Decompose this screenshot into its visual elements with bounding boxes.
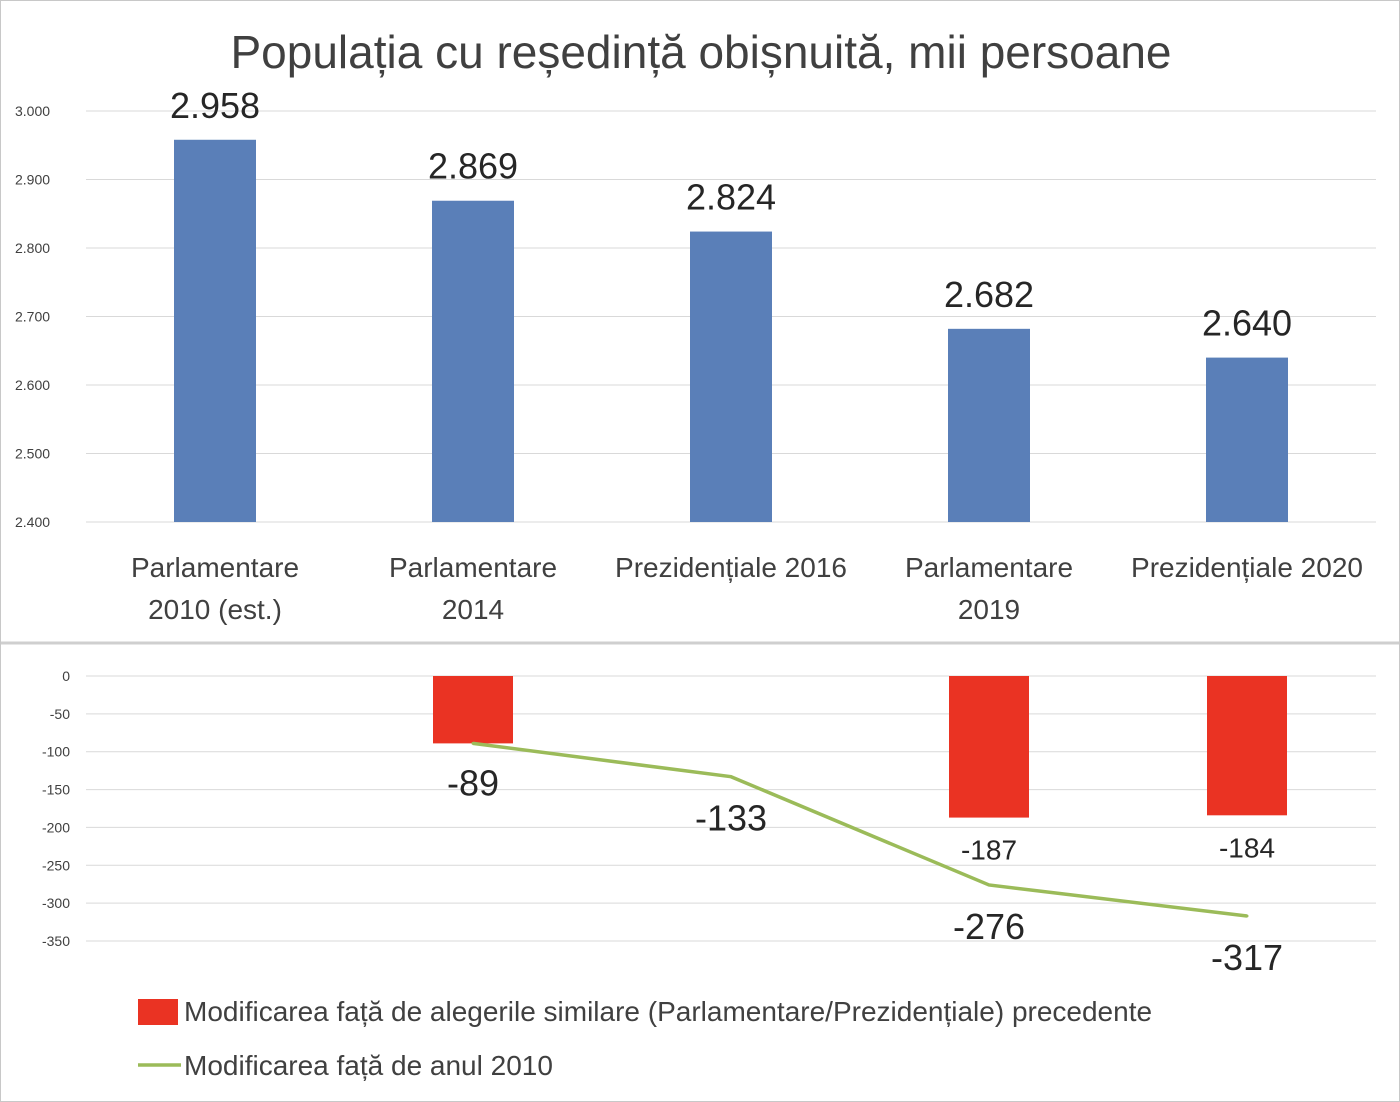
population-bar <box>174 139 256 522</box>
population-value-label: 2.869 <box>428 146 518 187</box>
change-2010-value-label: -317 <box>1211 937 1283 978</box>
population-value-label: 2.824 <box>686 177 776 218</box>
legend-bar-swatch <box>138 999 178 1025</box>
legend-line-label: Modificarea față de anul 2010 <box>184 1050 553 1081</box>
category-label: 2014 <box>442 594 504 625</box>
population-value-label: 2.682 <box>944 274 1034 315</box>
top-y-tick-label: 2.400 <box>15 514 50 530</box>
category-label: 2019 <box>958 594 1020 625</box>
top-y-tick-label: 2.900 <box>15 172 50 188</box>
category-label: Prezidențiale 2020 <box>1131 552 1363 583</box>
change-2010-point <box>1245 914 1249 918</box>
top-y-tick-label: 2.800 <box>15 240 50 256</box>
change-previous-bar <box>433 676 513 744</box>
category-label: Parlamentare <box>131 552 299 583</box>
category-label: Prezidențiale 2016 <box>615 552 847 583</box>
population-bar <box>1206 357 1288 522</box>
bottom-y-tick-label: -100 <box>42 744 70 760</box>
change-2010-value-label: -276 <box>953 906 1025 947</box>
bottom-y-tick-label: -300 <box>42 895 70 911</box>
change-2010-point <box>471 741 475 745</box>
change-2010-point <box>987 883 991 887</box>
change-2010-line <box>472 741 1248 918</box>
top-y-tick-label: 2.700 <box>15 309 50 325</box>
top-y-tick-label: 3.000 <box>15 103 50 119</box>
population-bar <box>690 231 772 522</box>
category-label: Parlamentare <box>389 552 557 583</box>
bottom-y-tick-label: -150 <box>42 782 70 798</box>
bottom-y-tick-label: -350 <box>42 933 70 949</box>
change-2010-value-label: -133 <box>695 798 767 839</box>
category-label: 2010 (est.) <box>148 594 282 625</box>
change-previous-value-label: -187 <box>961 835 1017 866</box>
bottom-y-tick-label: 0 <box>62 668 70 684</box>
population-value-label: 2.640 <box>1202 303 1292 344</box>
population-bar <box>432 200 514 523</box>
category-label: Parlamentare <box>905 552 1073 583</box>
change-previous-value-label: -89 <box>447 762 499 803</box>
legend-bar-label: Modificarea față de alegerile similare (… <box>184 996 1152 1027</box>
bottom-y-tick-label: -50 <box>50 706 70 722</box>
change-previous-value-label: -184 <box>1219 832 1275 863</box>
bottom-y-tick-label: -200 <box>42 819 70 835</box>
population-value-label: 2.958 <box>170 85 260 126</box>
change-previous-bar <box>949 676 1029 818</box>
bottom-y-tick-label: -250 <box>42 857 70 873</box>
chart-title: Populația cu reședință obișnuită, mii pe… <box>230 26 1171 78</box>
top-y-tick-label: 2.600 <box>15 377 50 393</box>
change-previous-bar <box>1207 676 1287 816</box>
change-2010-point <box>729 775 733 779</box>
top-y-tick-label: 2.500 <box>15 446 50 462</box>
population-bar <box>948 328 1030 522</box>
